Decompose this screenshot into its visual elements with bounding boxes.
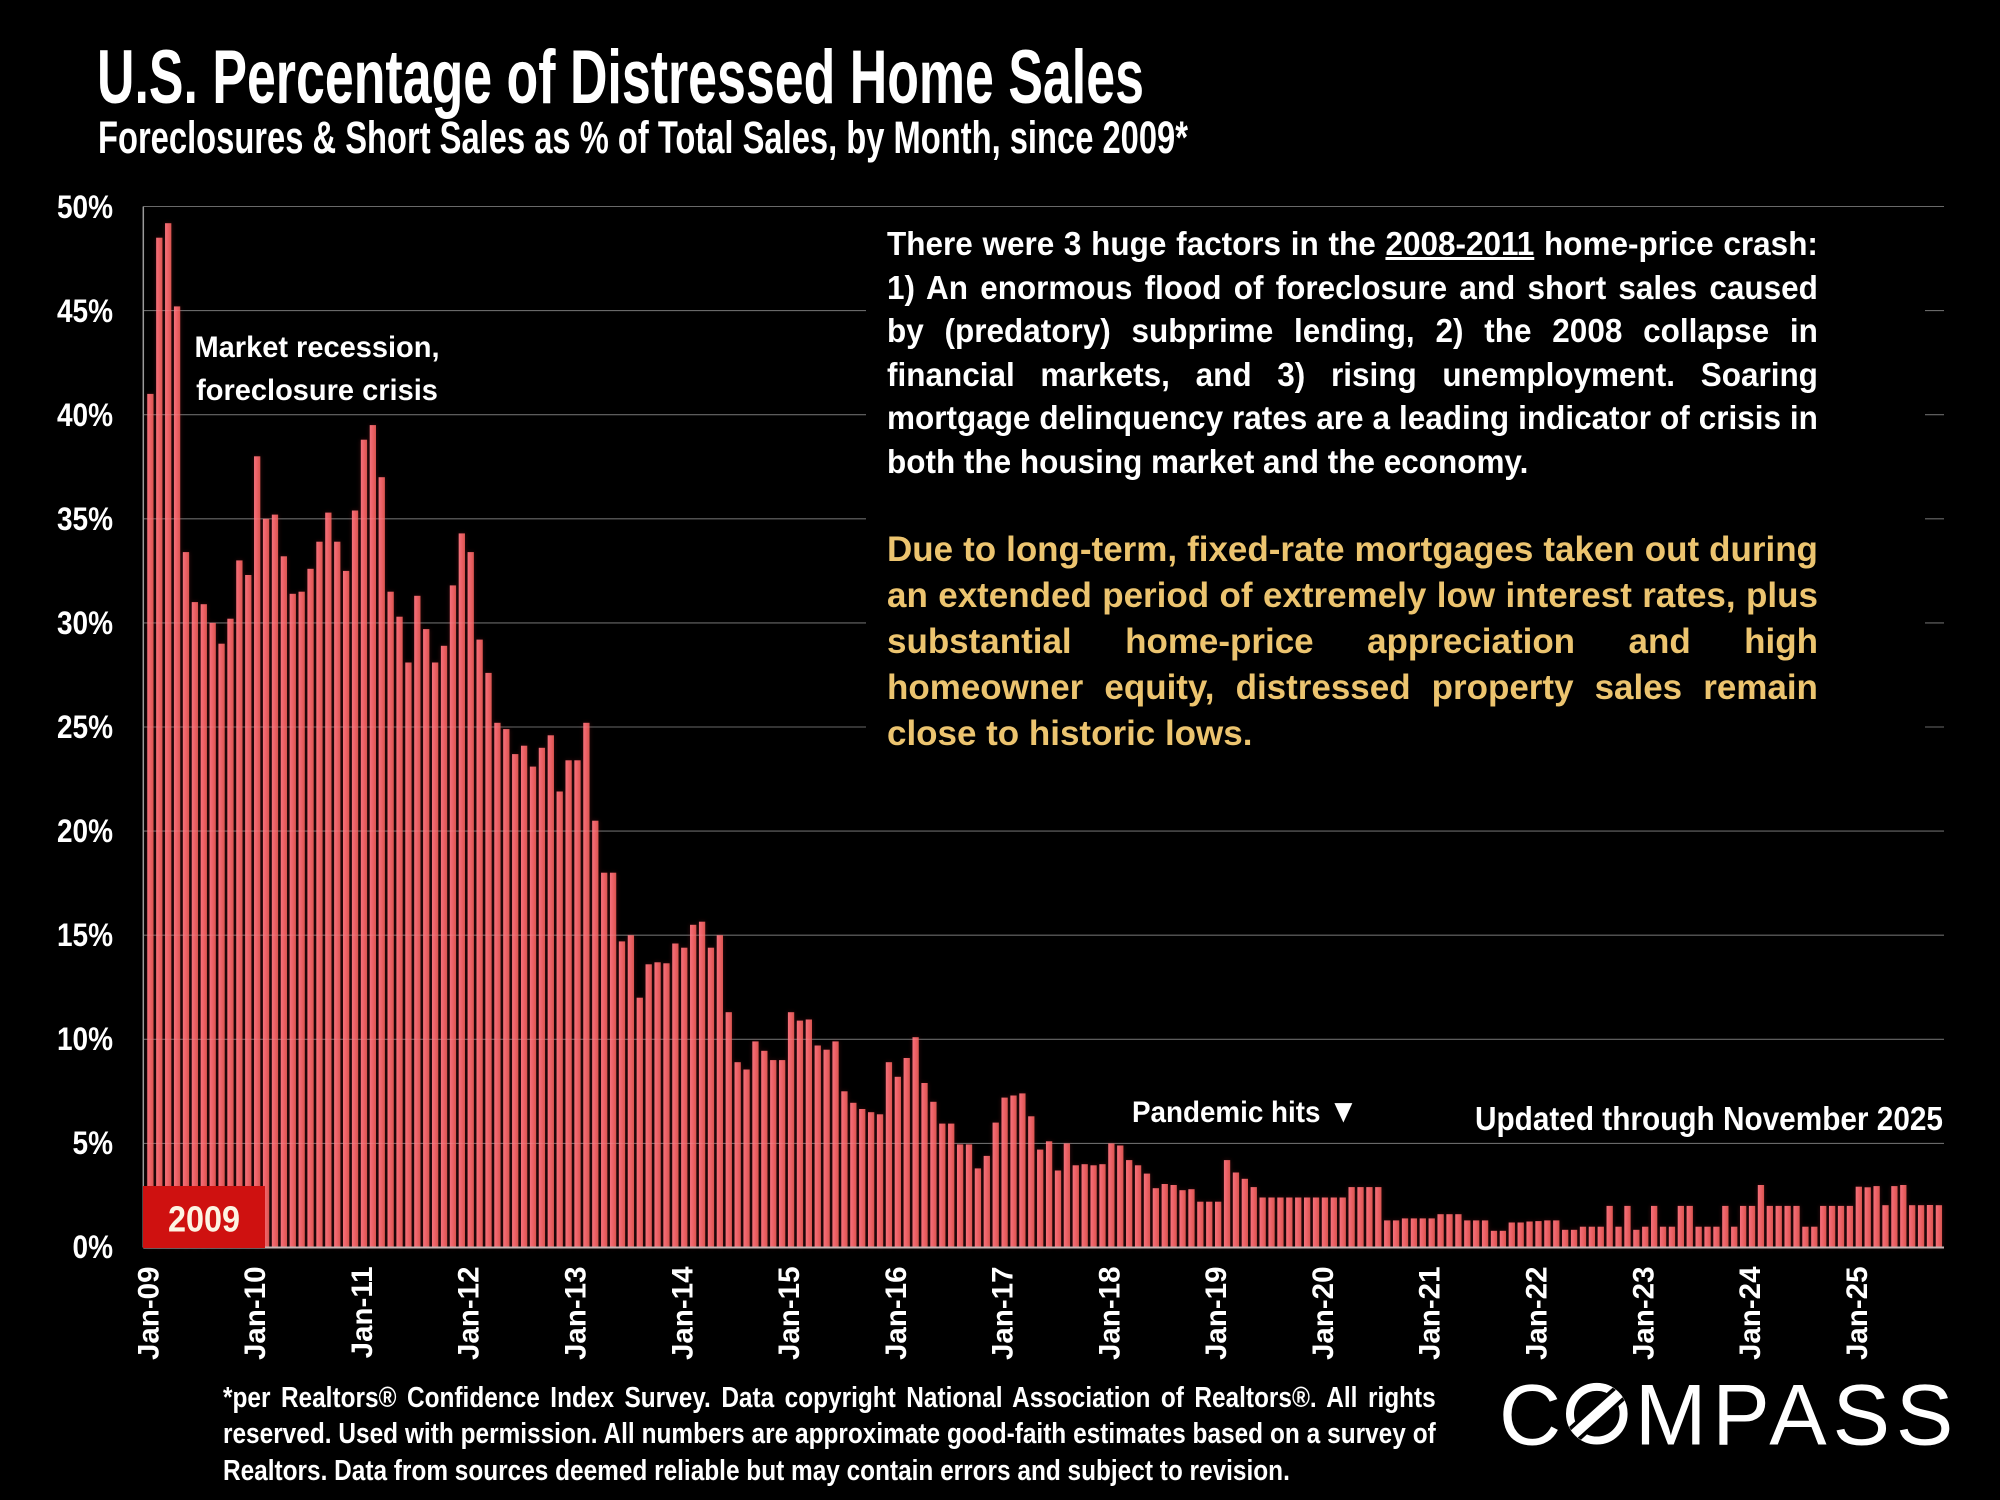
svg-text:Jan-09: Jan-09 [132, 1267, 165, 1360]
svg-text:Jan-17: Jan-17 [987, 1267, 1020, 1360]
svg-text:Jan-10: Jan-10 [239, 1267, 272, 1360]
svg-text:Jan-12: Jan-12 [453, 1267, 486, 1360]
svg-text:Jan-16: Jan-16 [880, 1267, 913, 1360]
svg-text:Jan-14: Jan-14 [666, 1266, 699, 1360]
svg-text:Jan-23: Jan-23 [1627, 1267, 1660, 1360]
svg-text:Jan-21: Jan-21 [1414, 1267, 1447, 1360]
svg-text:Jan-22: Jan-22 [1521, 1267, 1554, 1360]
svg-text:Jan-11: Jan-11 [346, 1267, 379, 1359]
svg-text:Jan-25: Jan-25 [1841, 1267, 1874, 1360]
svg-text:Jan-13: Jan-13 [560, 1267, 593, 1360]
svg-text:C: C [1499, 1373, 1567, 1464]
svg-text:Jan-15: Jan-15 [773, 1267, 806, 1360]
svg-text:Jan-20: Jan-20 [1307, 1267, 1340, 1360]
svg-text:Jan-19: Jan-19 [1200, 1267, 1233, 1360]
svg-text:MPASS: MPASS [1635, 1373, 1959, 1464]
svg-text:Jan-18: Jan-18 [1093, 1267, 1126, 1360]
svg-text:Jan-24: Jan-24 [1734, 1266, 1767, 1360]
